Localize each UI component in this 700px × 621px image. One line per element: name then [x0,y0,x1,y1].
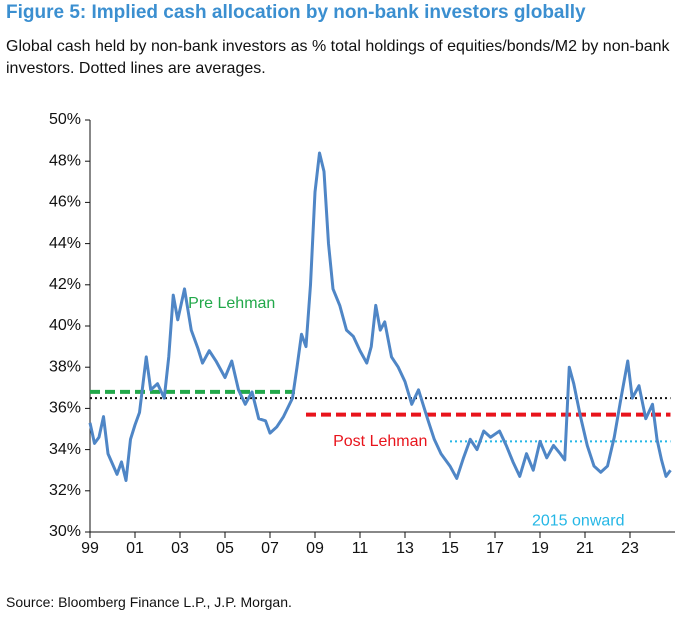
chart: 30% 32% 34% 36% 38% 40% 42% 44% 46% 48% 50% 99 01 03 0… [49,111,675,557]
x-tick-label: 07 [261,540,279,557]
y-tick-label: 36% [49,400,81,417]
y-tick-label: 48% [49,152,81,169]
x-tick-label: 01 [126,540,144,557]
y-tick-label: 32% [49,482,81,499]
y-tick-label: 44% [49,235,81,252]
y-tick-label: 50% [49,111,81,128]
average-label: 2015 onward [532,513,625,530]
chart-subtitle: Global cash held by non-bank investors a… [6,38,670,77]
x-tick-label: 17 [486,540,504,557]
y-tick-label: 46% [49,194,81,211]
x-tick-label: 09 [306,540,324,557]
y-tick-label: 38% [49,358,81,375]
x-tick-label: 23 [621,540,639,557]
data-line [88,151,672,482]
x-tick-label: 13 [396,540,414,557]
x-tick-label: 19 [531,540,549,557]
average-label: Post Lehman [333,433,427,450]
source-note: Source: Bloomberg Finance L.P., J.P. Mor… [6,594,292,610]
x-tick-label: 03 [171,540,189,557]
x-tick-label: 11 [352,540,369,557]
x-tick-label: 15 [441,540,459,557]
x-tick-label: 21 [576,540,594,557]
y-tick-label: 34% [49,441,81,458]
y-tick-label: 30% [49,523,81,540]
y-tick-label: 42% [49,276,81,293]
average-label: Pre Lehman [188,295,275,312]
x-tick-label: 05 [216,540,234,557]
x-tick-label: 99 [81,540,99,557]
chart-title: Figure 5: Implied cash allocation by non… [6,2,586,23]
y-tick-label: 40% [49,317,81,334]
